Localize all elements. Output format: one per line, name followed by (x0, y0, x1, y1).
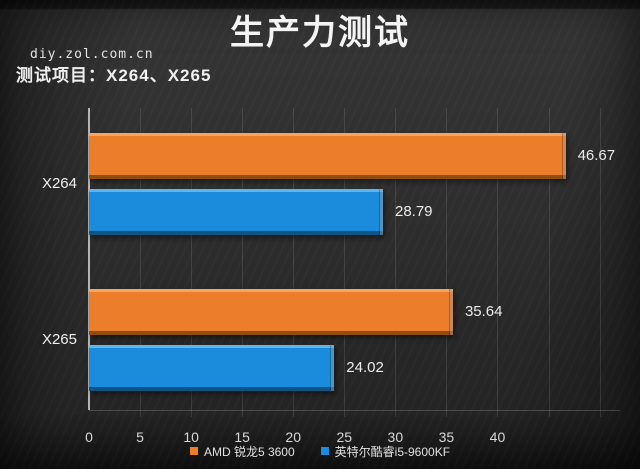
gridline (293, 108, 295, 417)
gridline (191, 108, 193, 417)
gridline (344, 108, 346, 417)
category-label: X265 (41, 331, 77, 348)
x-axis-tick-label: 35 (438, 429, 455, 445)
gridline (446, 108, 448, 417)
x-axis-tick-label: 20 (285, 429, 302, 445)
gridline (599, 108, 601, 417)
gridline (497, 108, 499, 417)
x-axis-tick-label: 10 (183, 429, 199, 445)
page-title: 生产力测试 (230, 14, 410, 52)
gridline (548, 108, 550, 417)
legend-swatch-intel (320, 447, 329, 455)
x-axis-tick-label: 25 (336, 429, 353, 445)
x-axis-tick-label: 5 (136, 429, 144, 445)
legend-item-amd: AMD 锐龙5 3600 (189, 443, 295, 460)
legend-item-intel: 英特尔酷睿i5-9600KF (320, 443, 451, 460)
legend-label-amd: AMD 锐龙5 3600 (203, 444, 295, 459)
legend-swatch-amd (189, 447, 198, 455)
x-axis-tick-label: 15 (234, 429, 250, 445)
legend-label-intel: 英特尔酷睿i5-9600KF (334, 444, 451, 459)
x-axis-tick-label: 40 (489, 429, 506, 445)
watermark: diy.zol.com.cn (30, 47, 154, 62)
y-axis-line (88, 108, 90, 410)
legend: AMD 锐龙5 3600 英特尔酷睿i5-9600KF (0, 442, 640, 460)
bar-amd-x264 (89, 133, 566, 179)
gridline (395, 108, 397, 417)
bar-intel-x264 (89, 189, 383, 235)
chart-subtitle: 测试项目：X264、X265 (16, 66, 212, 85)
gridline (242, 108, 244, 417)
category-label: X264 (41, 175, 77, 192)
value-label: 46.67 (577, 147, 616, 164)
value-label: 24.02 (346, 359, 384, 376)
value-label: 28.79 (394, 203, 433, 220)
bar-intel-x265 (89, 345, 335, 391)
value-label: 35.64 (464, 303, 503, 320)
gridline (140, 108, 142, 417)
x-axis-tick-label: 30 (387, 429, 404, 445)
x-axis-line (89, 410, 620, 411)
x-axis-tick-label: 0 (85, 429, 93, 445)
bar-amd-x265 (89, 289, 453, 335)
